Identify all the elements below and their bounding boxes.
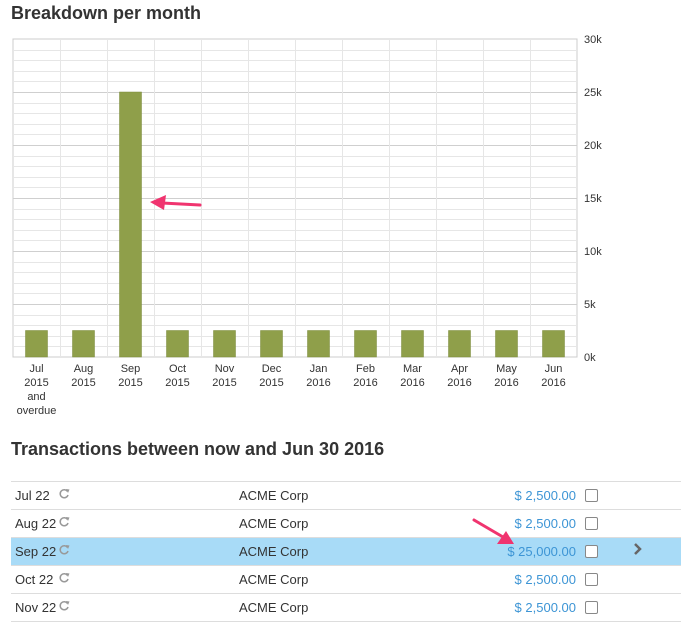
transaction-payee: ACME Corp bbox=[239, 516, 309, 531]
transaction-amount-link[interactable]: $ 2,500.00 bbox=[514, 572, 576, 587]
chart-bars bbox=[25, 91, 565, 358]
x-tick-label: Dec 2015 bbox=[259, 363, 283, 389]
recurring-icon bbox=[58, 543, 70, 557]
y-tick-label: 10k bbox=[584, 246, 602, 258]
transaction-amount-link[interactable]: $ 2,500.00 bbox=[514, 600, 576, 615]
bar-jun-2016[interactable] bbox=[542, 330, 565, 358]
transaction-date: Jul 22 bbox=[15, 488, 50, 503]
transaction-date: Nov 22 bbox=[15, 600, 57, 615]
transaction-checkbox[interactable] bbox=[585, 601, 598, 614]
bar-sep-2015[interactable] bbox=[119, 91, 142, 358]
x-tick-label: Aug 2015 bbox=[71, 363, 95, 389]
y-tick-label: 15k bbox=[584, 193, 602, 205]
y-tick-label: 25k bbox=[584, 87, 602, 99]
annotation-arrow-table bbox=[472, 518, 514, 544]
chart-title: Breakdown per month bbox=[11, 3, 202, 23]
x-axis-ticks: Jul 2015 and overdue Aug 2015 Sep 2015 Oct 2015 No… bbox=[17, 363, 566, 417]
transaction-row[interactable]: Jul 22 ACME Corp $ 2,500.00 bbox=[11, 482, 681, 510]
transaction-checkbox[interactable] bbox=[585, 545, 598, 558]
recurring-icon bbox=[58, 515, 70, 529]
bar-mar-2016[interactable] bbox=[401, 330, 424, 358]
annotation-arrow-chart bbox=[150, 195, 202, 210]
transaction-checkbox[interactable] bbox=[585, 489, 598, 502]
bar-nov-2015[interactable] bbox=[213, 330, 236, 358]
transaction-row[interactable]: Nov 22 ACME Corp $ 2,500.00 bbox=[11, 594, 681, 622]
transaction-amount-link[interactable]: $ 2,500.00 bbox=[514, 488, 576, 503]
recurring-icon bbox=[58, 487, 70, 501]
transaction-payee: ACME Corp bbox=[239, 544, 309, 559]
transaction-amount-link[interactable]: $ 25,000.00 bbox=[507, 544, 576, 559]
x-tick-label: Nov 2015 bbox=[212, 363, 236, 389]
y-tick-label: 5k bbox=[584, 299, 596, 311]
bar-dec-2015[interactable] bbox=[260, 330, 283, 358]
transaction-checkbox[interactable] bbox=[585, 517, 598, 530]
x-tick-label: Jun 2016 bbox=[541, 363, 565, 389]
recurring-icon bbox=[58, 599, 70, 613]
x-tick-label: Apr 2016 bbox=[447, 363, 471, 389]
transaction-amount-link[interactable]: $ 2,500.00 bbox=[514, 516, 576, 531]
chevron-right-icon[interactable] bbox=[633, 542, 643, 561]
transaction-date: Aug 22 bbox=[15, 516, 57, 531]
bar-apr-2016[interactable] bbox=[448, 330, 471, 358]
bar-jan-2016[interactable] bbox=[307, 330, 330, 358]
x-tick-label: Jul 2015 and overdue bbox=[17, 363, 57, 417]
y-tick-label: 20k bbox=[584, 140, 602, 152]
transactions-table: Jul 22 ACME Corp $ 2,500.00 Aug 22 ACME Corp… bbox=[11, 481, 681, 622]
bar-aug-2015[interactable] bbox=[72, 330, 95, 358]
transaction-date: Oct 22 bbox=[15, 572, 54, 587]
transactions-title: Transactions between now and Jun 30 2016 bbox=[11, 439, 385, 459]
y-tick-label: 0k bbox=[584, 352, 596, 364]
chart-grid bbox=[12, 38, 578, 358]
x-tick-label: Sep 2015 bbox=[118, 363, 142, 389]
transaction-row[interactable]: Sep 22 ACME Corp $ 25,000.00 bbox=[11, 538, 681, 566]
bar-may-2016[interactable] bbox=[495, 330, 518, 358]
transaction-payee: ACME Corp bbox=[239, 600, 309, 615]
bar-oct-2015[interactable] bbox=[166, 330, 189, 358]
y-tick-label: 30k bbox=[584, 34, 602, 46]
bar-jul-2015[interactable] bbox=[25, 330, 48, 358]
transaction-row[interactable]: Oct 22 ACME Corp $ 2,500.00 bbox=[11, 566, 681, 594]
x-tick-label: Jan 2016 bbox=[306, 363, 330, 389]
x-tick-label: May 2016 bbox=[494, 363, 518, 389]
transaction-payee: ACME Corp bbox=[239, 488, 309, 503]
x-tick-label: Mar 2016 bbox=[400, 363, 424, 389]
y-axis-ticks: 0k 5k 10k 15k 20k 25k 30k bbox=[584, 34, 602, 364]
transaction-row[interactable]: Aug 22 ACME Corp $ 2,500.00 bbox=[11, 510, 681, 538]
transaction-date: Sep 22 bbox=[15, 544, 57, 559]
recurring-icon bbox=[58, 571, 70, 585]
transaction-payee: ACME Corp bbox=[239, 572, 309, 587]
x-tick-label: Feb 2016 bbox=[353, 363, 377, 389]
transaction-checkbox[interactable] bbox=[585, 573, 598, 586]
x-tick-label: Oct 2015 bbox=[165, 363, 189, 389]
breakdown-bar-chart: 0k 5k 10k 15k 20k 25k 30k Jul 2015 and overdue Aug… bbox=[12, 34, 602, 417]
bar-feb-2016[interactable] bbox=[354, 330, 377, 358]
